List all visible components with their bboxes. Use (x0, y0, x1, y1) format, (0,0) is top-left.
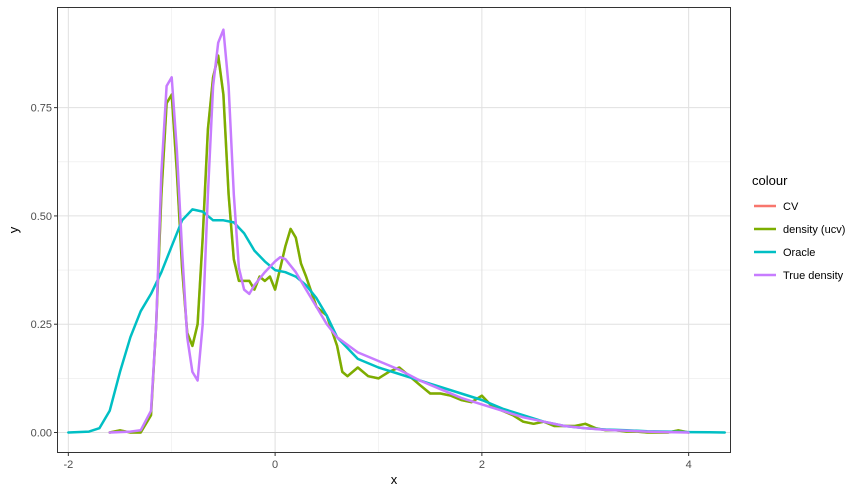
legend-label: Oracle (783, 247, 815, 259)
legend-label: True density (783, 270, 844, 282)
series-line-true-density (108, 28, 690, 434)
y-axis-title: y (6, 226, 21, 233)
grid (58, 8, 730, 452)
y-axis: 0.00 0.25 0.50 0.75 (31, 103, 58, 440)
legend-label: CV (783, 201, 799, 213)
x-axis-title: x (391, 472, 398, 487)
x-tick-label: 2 (479, 459, 485, 471)
y-tick-label: 0.00 (31, 428, 52, 440)
x-tick-label: -2 (63, 459, 73, 471)
series-layer (67, 28, 727, 434)
x-tick-label: 0 (272, 459, 278, 471)
x-axis: -2 0 2 4 (63, 452, 692, 471)
legend-title: colour (752, 173, 788, 188)
x-tick-label: 4 (686, 459, 692, 471)
y-tick-label: 0.25 (31, 319, 52, 331)
y-tick-label: 0.75 (31, 103, 52, 115)
y-tick-label: 0.50 (31, 211, 52, 223)
legend-label: density (ucv) (783, 224, 845, 236)
legend: colour CV density (ucv) Oracle True density (752, 173, 845, 282)
